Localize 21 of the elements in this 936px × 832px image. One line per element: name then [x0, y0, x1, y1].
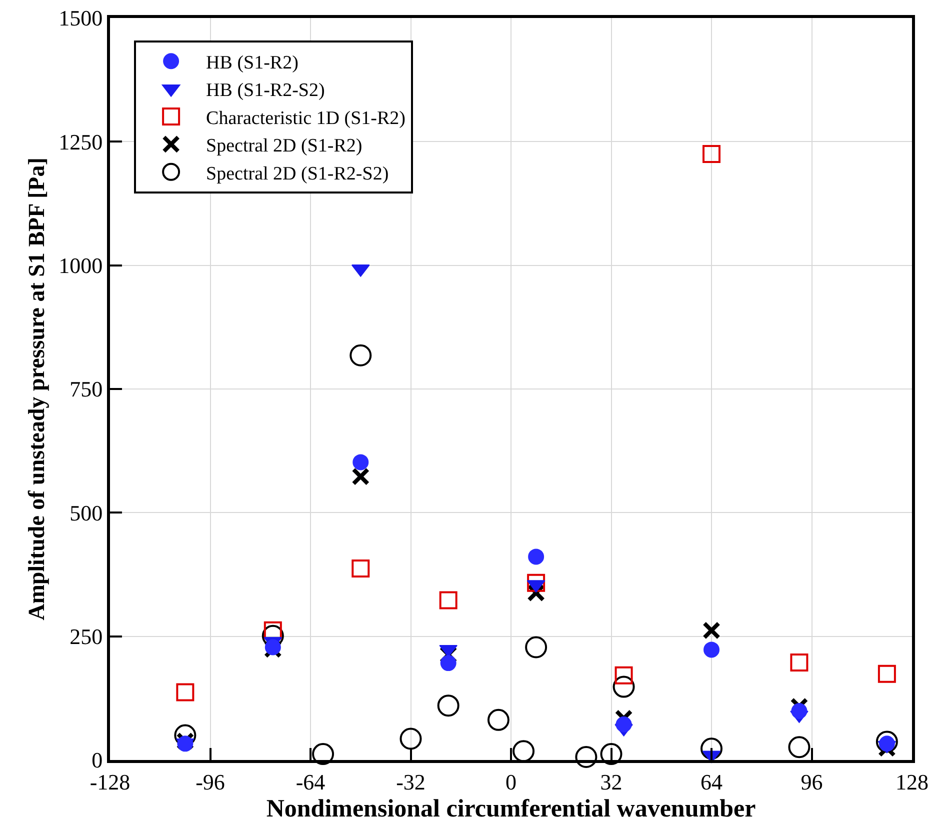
x-tick-label: 32	[600, 769, 622, 794]
legend-label: Characteristic 1D (S1-R2)	[206, 108, 406, 129]
y-axis-title: Amplitude of unsteady pressure at S1 BPF [Pa]	[24, 158, 50, 620]
legend-label: HB (S1-R2)	[206, 52, 298, 74]
x-tick-label: -64	[296, 769, 326, 794]
y-tick-label: 1500	[58, 6, 103, 31]
legend-label: HB (S1-R2-S2)	[206, 80, 325, 102]
y-tick-label: 1250	[58, 129, 103, 154]
legend-label: Spectral 2D (S1-R2-S2)	[206, 163, 389, 184]
x-axis-title: Nondimensional circumferential wavenumber	[266, 795, 756, 822]
x-tick-label: 128	[896, 769, 928, 794]
x-tick-label: -96	[196, 769, 225, 794]
x-tick-label: 0	[506, 769, 516, 794]
legend-label: Spectral 2D (S1-R2)	[206, 136, 362, 157]
x-tick-label: 96	[800, 769, 823, 794]
y-tick-label: 500	[70, 500, 103, 526]
y-tick-label: 250	[70, 624, 103, 650]
y-tick-label: 1000	[58, 253, 103, 278]
x-tick-label: -32	[396, 769, 426, 794]
x-tick-label: 64	[700, 769, 722, 794]
y-tick-label: 750	[70, 376, 103, 402]
